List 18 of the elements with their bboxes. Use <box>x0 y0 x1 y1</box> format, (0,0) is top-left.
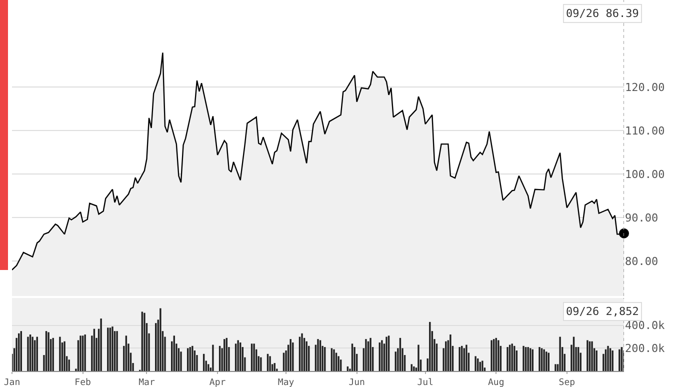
x-tick-label: Jan <box>4 378 20 387</box>
y-tick-label: 100.00 <box>625 168 665 181</box>
x-tick-label: Apr <box>209 378 226 387</box>
x-tick-label: Mar <box>138 378 156 387</box>
annotation: 09/26 2,852 <box>566 305 639 318</box>
x-tick-label: May <box>278 378 295 387</box>
x-tick-label: Feb <box>74 378 91 387</box>
y-tick-label: 110.00 <box>625 124 665 138</box>
x-tick-label: Sep <box>558 378 576 387</box>
x-tick-label: Jun <box>348 378 365 387</box>
y-tick-label: 120.00 <box>625 80 665 94</box>
y-tick-label: 200.0k <box>625 342 666 356</box>
y-tick-label: 90.00 <box>625 212 658 224</box>
y-tick-label: 80.00 <box>625 255 658 268</box>
x-tick-label: Aug <box>488 378 504 387</box>
y-tick-label: 400.0k <box>625 319 666 332</box>
annotation: 09/26 86.39 <box>566 7 639 20</box>
x-tick-label: Jul <box>417 378 434 387</box>
